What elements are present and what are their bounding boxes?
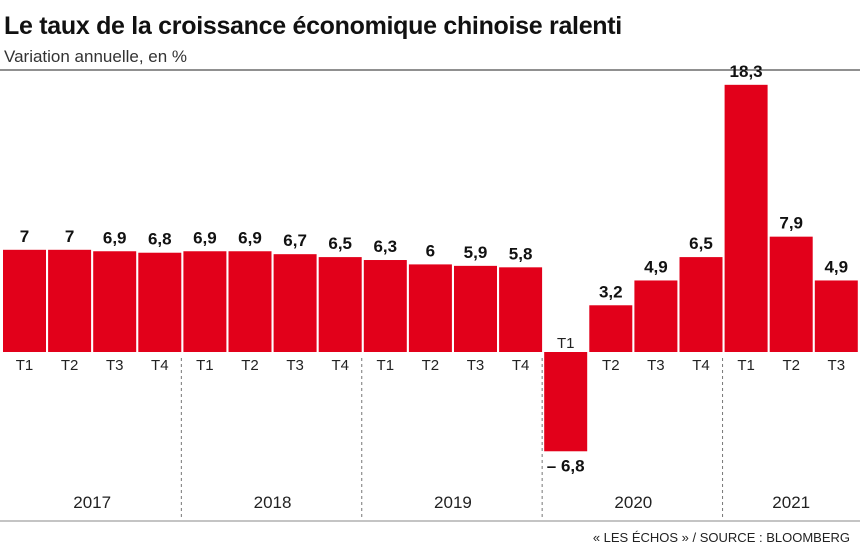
value-label-18: 4,9 [824, 257, 848, 276]
quarter-label-10: T3 [467, 357, 485, 374]
quarter-label-14: T3 [647, 357, 665, 374]
quarter-label-4: T1 [196, 357, 214, 374]
quarter-label-18: T3 [828, 357, 846, 374]
quarter-label-11: T4 [512, 357, 530, 374]
year-label-2021: 2021 [772, 493, 810, 512]
value-label-0: 7 [20, 227, 29, 246]
bar-11 [499, 267, 543, 352]
value-label-9: 6 [426, 241, 435, 260]
value-label-2: 6,9 [103, 228, 127, 247]
value-label-6: 6,7 [283, 231, 307, 250]
bar-16 [724, 84, 768, 352]
bar-15 [679, 257, 723, 352]
quarter-label-6: T3 [286, 357, 304, 374]
quarter-label-0: T1 [16, 357, 34, 374]
quarter-label-7: T4 [331, 357, 349, 374]
value-label-10: 5,9 [464, 243, 488, 262]
bar-4 [183, 251, 227, 352]
quarter-label-15: T4 [692, 357, 710, 374]
quarter-labels-group: T1 T2 T3 T4 T1 T2 T3 T4 T1 T2 T3 T4 T1 T2 T3 T4 T1 T2 T3 [16, 335, 845, 374]
bar-1 [48, 249, 92, 352]
quarter-label-9: T2 [422, 357, 440, 374]
bar-10 [454, 265, 497, 352]
bar-2 [93, 251, 137, 352]
source-note: « LES ÉCHOS » / SOURCE : BLOOMBERG [592, 530, 850, 545]
value-label-11: 5,8 [509, 244, 533, 263]
value-label-15: 6,5 [689, 234, 713, 253]
quarter-label-16: T1 [737, 357, 755, 374]
bar-9 [408, 264, 452, 352]
value-label-16: 18,3 [730, 62, 763, 81]
bar-0 [3, 249, 46, 352]
quarter-label-3: T4 [151, 357, 169, 374]
bar-17 [769, 236, 813, 352]
quarter-label-1: T2 [61, 357, 79, 374]
value-label-4: 6,9 [193, 228, 217, 247]
value-label-13: 3,2 [599, 282, 623, 301]
year-separators-group [180, 358, 724, 519]
quarter-label-8: T1 [377, 357, 395, 374]
bar-5 [228, 251, 272, 352]
value-label-1: 7 [65, 227, 74, 246]
value-label-3: 6,8 [148, 230, 172, 249]
bar-3 [138, 252, 182, 352]
bar-18 [814, 280, 858, 352]
value-label-14: 4,9 [644, 257, 668, 276]
value-label-12: – 6,8 [547, 456, 585, 475]
bar-7 [318, 257, 362, 352]
quarter-label-5: T2 [241, 357, 259, 374]
chart-subtitle: Variation annuelle, en % [4, 47, 188, 66]
quarter-label-12: T1 [557, 335, 575, 352]
year-label-2018: 2018 [254, 493, 292, 512]
bar-14 [634, 280, 678, 352]
quarter-label-17: T2 [782, 357, 800, 374]
value-label-5: 6,9 [238, 228, 262, 247]
year-labels-group: 2017 2018 2019 2020 2021 [73, 493, 810, 512]
value-label-8: 6,3 [373, 237, 397, 256]
bar-8 [363, 260, 407, 352]
value-label-17: 7,9 [779, 214, 803, 233]
year-label-2019: 2019 [434, 493, 472, 512]
chart-title: Le taux de la croissance économique chin… [4, 12, 622, 40]
value-labels-group: 7 7 6,9 6,8 6,9 6,9 6,7 6,5 6,3 6 5,9 5,8 – 6,8 3,2 4,… [20, 62, 848, 475]
bar-12 [544, 352, 588, 452]
quarter-label-13: T2 [602, 357, 620, 374]
year-label-2017: 2017 [73, 493, 111, 512]
value-label-7: 6,5 [328, 234, 352, 253]
bar-13 [589, 305, 633, 352]
bar-6 [273, 254, 317, 352]
bars-group [3, 84, 858, 452]
quarter-label-2: T3 [106, 357, 124, 374]
year-label-2020: 2020 [614, 493, 652, 512]
